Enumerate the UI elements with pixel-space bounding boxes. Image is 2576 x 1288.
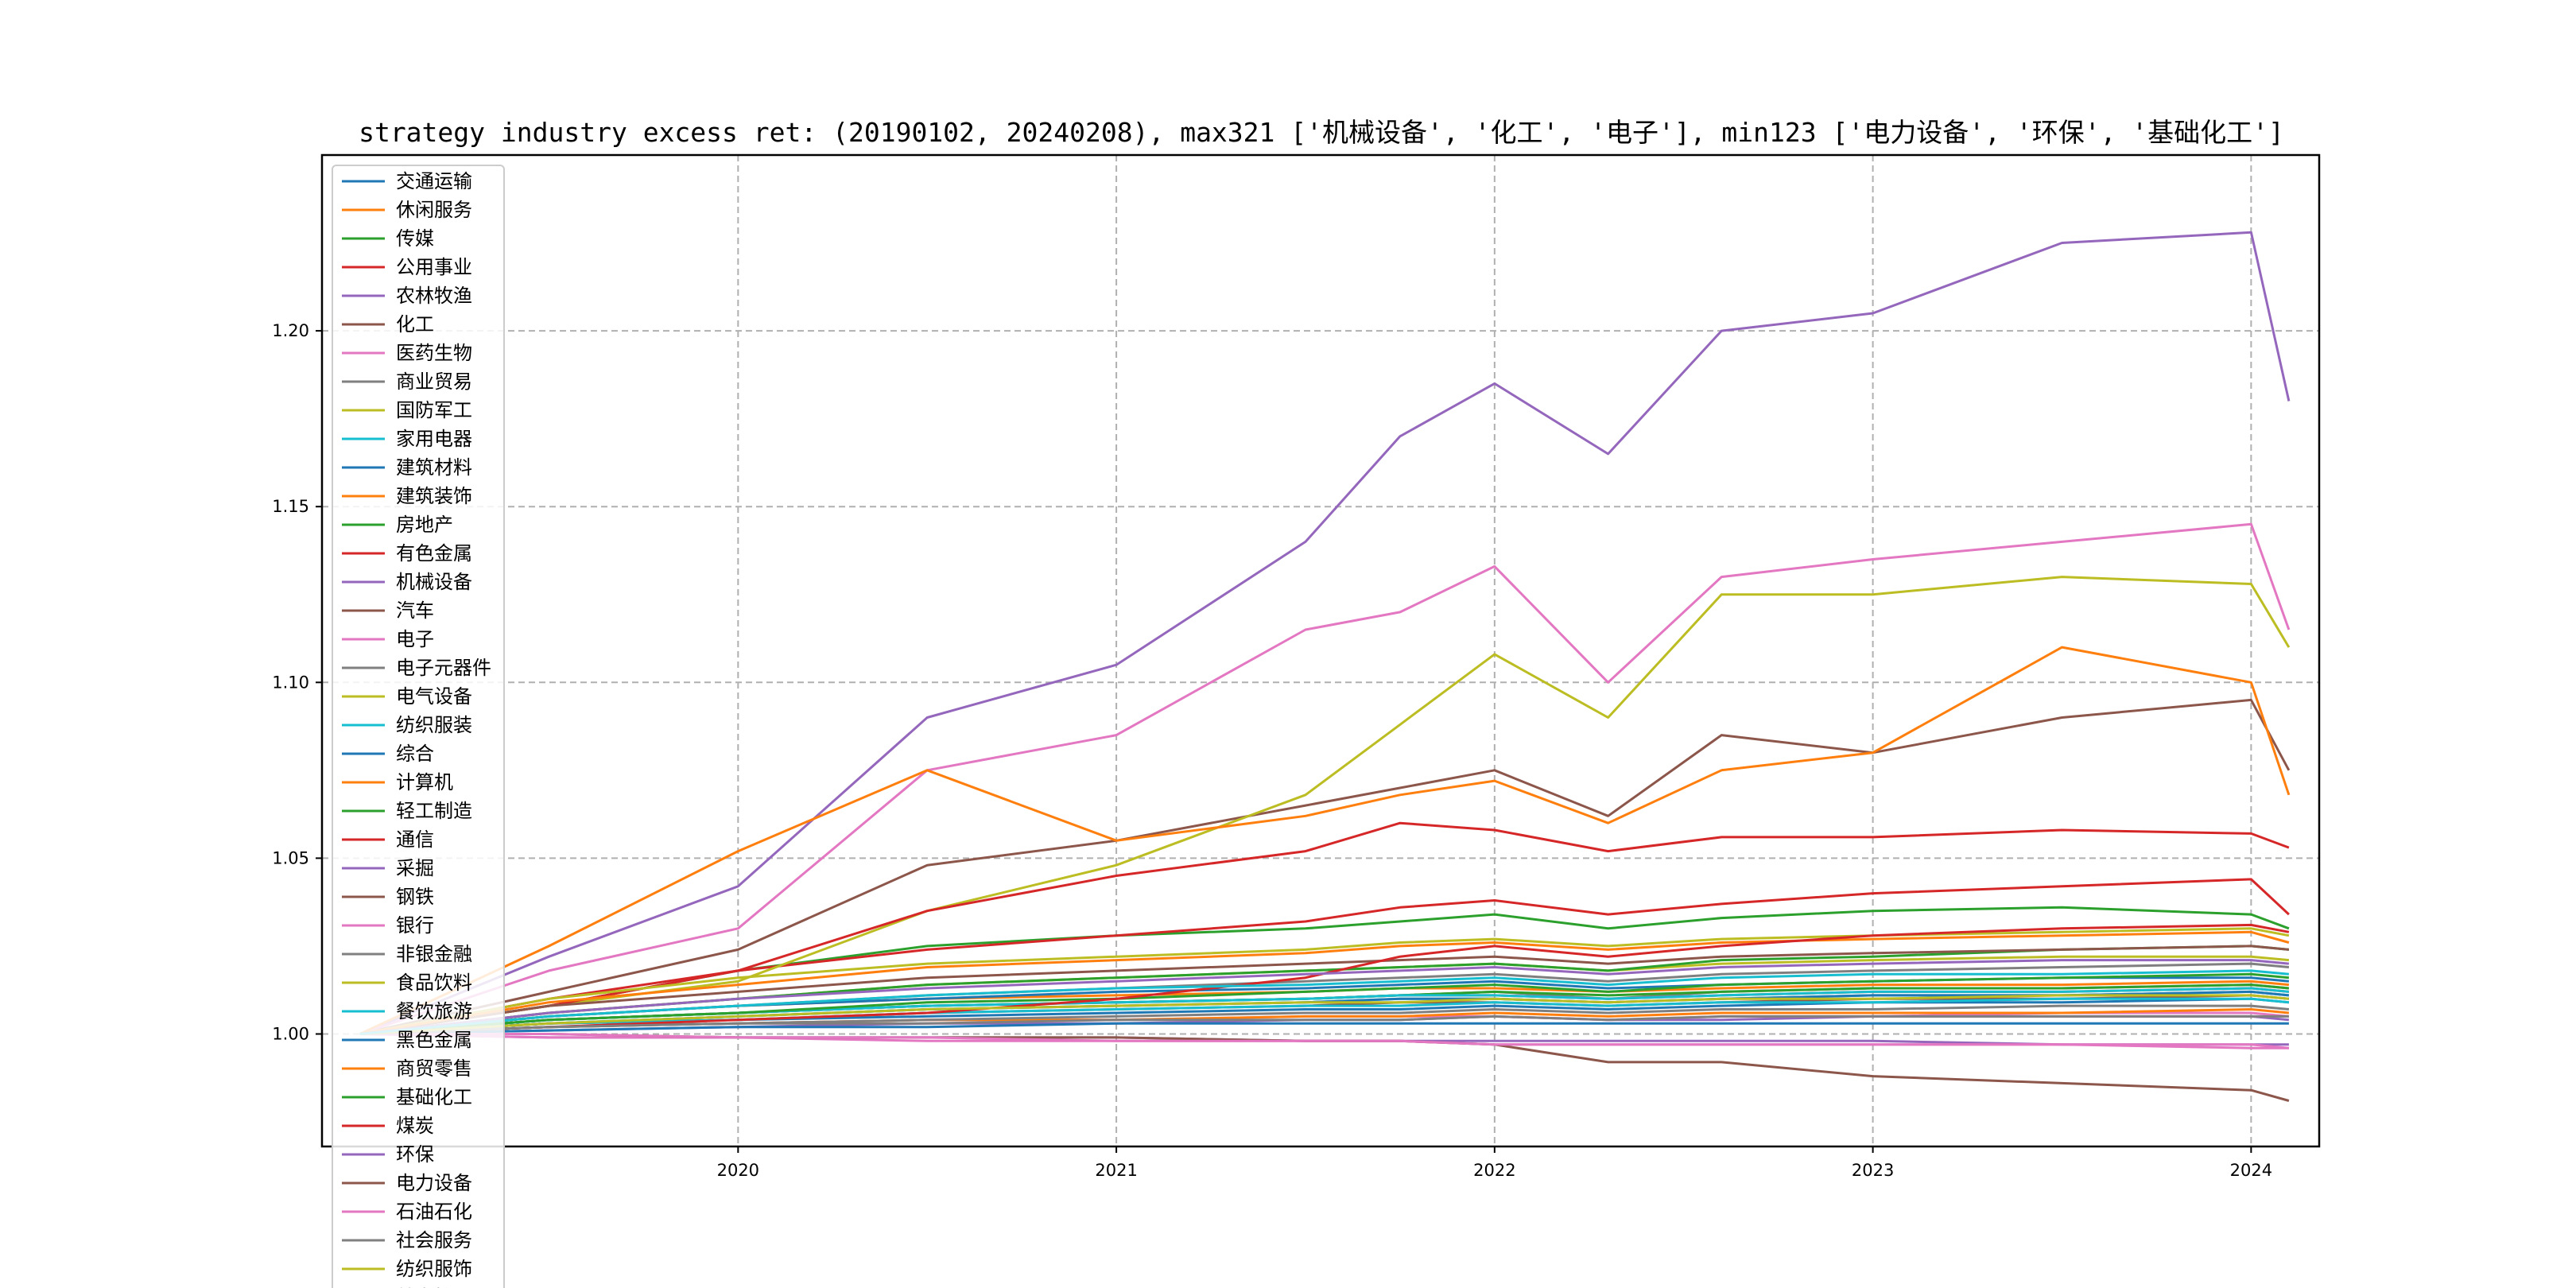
legend-entry: 环保 — [396, 1143, 434, 1166]
legend-entry: 社会服务 — [396, 1229, 472, 1251]
legend-entry: 纺织服饰 — [396, 1258, 472, 1280]
legend-entry: 采掘 — [396, 857, 434, 879]
series-line-18 — [359, 576, 2291, 1035]
legend-entry: 纺织服装 — [396, 714, 472, 736]
x-tick-label: 2022 — [1473, 1161, 1515, 1180]
legend-entry: 化工 — [396, 313, 434, 336]
series-line-21 — [359, 646, 2291, 1035]
legend-entry: 汽车 — [396, 599, 434, 622]
legend-entry: 医药生物 — [396, 342, 472, 364]
series-line-5 — [359, 698, 2291, 1035]
series-line-14 — [359, 231, 2291, 1035]
legend-entry: 餐饮旅游 — [396, 1000, 472, 1022]
x-tick-label: 2023 — [1852, 1161, 1894, 1180]
legend-entry: 非银金融 — [396, 943, 472, 965]
series-line-31 — [359, 930, 2290, 1035]
legend-entry: 传媒 — [396, 227, 434, 250]
legend-entry: 电子元器件 — [396, 657, 491, 679]
series-line-25 — [359, 945, 2290, 1035]
axis-ticks: 2020 2021 2022 2023 2024 1.00 1.05 1.10 1.15 1.20 — [272, 321, 2272, 1180]
legend-entry: 交通运输 — [396, 170, 472, 192]
chart-title: strategy industry excess ret: (20190102,… — [359, 117, 2284, 148]
legend-entry: 石油石化 — [396, 1201, 472, 1223]
legend-entry: 有色金属 — [396, 542, 472, 564]
legend-entry: 食品饮料 — [396, 972, 472, 994]
series-line-32 — [359, 972, 2290, 1035]
legend: 交通运输休闲服务传媒公用事业农林牧渔化工医药生物商业贸易国防军工家用电器建筑材料… — [332, 165, 505, 1288]
series-line-39 — [359, 969, 2290, 1035]
legend-entry: 煤炭 — [396, 1115, 434, 1137]
legend-entry: 房地产 — [396, 514, 453, 536]
y-tick-label: 1.10 — [272, 673, 309, 692]
legend-entry: 钢铁 — [396, 886, 434, 908]
y-tick-label: 1.20 — [272, 321, 309, 340]
legend-entry: 基础化工 — [396, 1086, 472, 1108]
series-line-34 — [359, 959, 2290, 1035]
series-line-37 — [359, 1004, 2290, 1035]
legend-entry: 农林牧渔 — [396, 285, 472, 307]
y-tick-label: 1.15 — [272, 497, 309, 516]
series-line-33 — [359, 923, 2290, 1035]
series-lines — [359, 231, 2291, 1102]
series-line-20 — [359, 1022, 2289, 1035]
y-tick-label: 1.05 — [272, 848, 309, 867]
legend-entry: 美容护理 — [396, 1286, 472, 1288]
legend-entry: 建筑装饰 — [396, 485, 472, 507]
y-tick-label: 1.00 — [272, 1024, 309, 1043]
legend-entry: 轻工制造 — [396, 800, 472, 822]
series-line-23 — [359, 821, 2290, 1035]
legend-entry: 建筑材料 — [396, 456, 472, 479]
x-tick-label: 2020 — [717, 1161, 759, 1180]
series-line-28 — [359, 927, 2290, 1035]
legend-entry: 国防军工 — [396, 399, 472, 421]
legend-entry: 商业贸易 — [396, 370, 472, 393]
legend-entry: 电子 — [396, 628, 434, 650]
legend-entry: 商贸零售 — [396, 1057, 472, 1080]
series-line-13 — [359, 878, 2290, 1035]
legend-box — [332, 165, 505, 1288]
legend-entry: 综合 — [396, 743, 434, 765]
legend-entry: 家用电器 — [396, 428, 472, 450]
legend-entry: 通信 — [396, 828, 434, 851]
plot-frame — [320, 153, 2321, 1148]
series-line-36 — [359, 1033, 2289, 1049]
legend-entry: 电气设备 — [396, 685, 472, 708]
series-line-16 — [359, 522, 2291, 1035]
series-line-38 — [359, 994, 2290, 1035]
legend-entry: 计算机 — [396, 771, 453, 793]
legend-entry: 休闲服务 — [396, 199, 472, 221]
gridlines — [322, 155, 2319, 1146]
x-tick-label: 2021 — [1095, 1161, 1137, 1180]
legend-entry: 机械设备 — [396, 571, 472, 593]
legend-entry: 电力设备 — [396, 1172, 472, 1194]
legend-entry: 公用事业 — [396, 256, 472, 278]
legend-entry: 银行 — [396, 914, 434, 937]
legend-entry: 黑色金属 — [396, 1029, 472, 1051]
x-tick-label: 2024 — [2230, 1161, 2272, 1180]
